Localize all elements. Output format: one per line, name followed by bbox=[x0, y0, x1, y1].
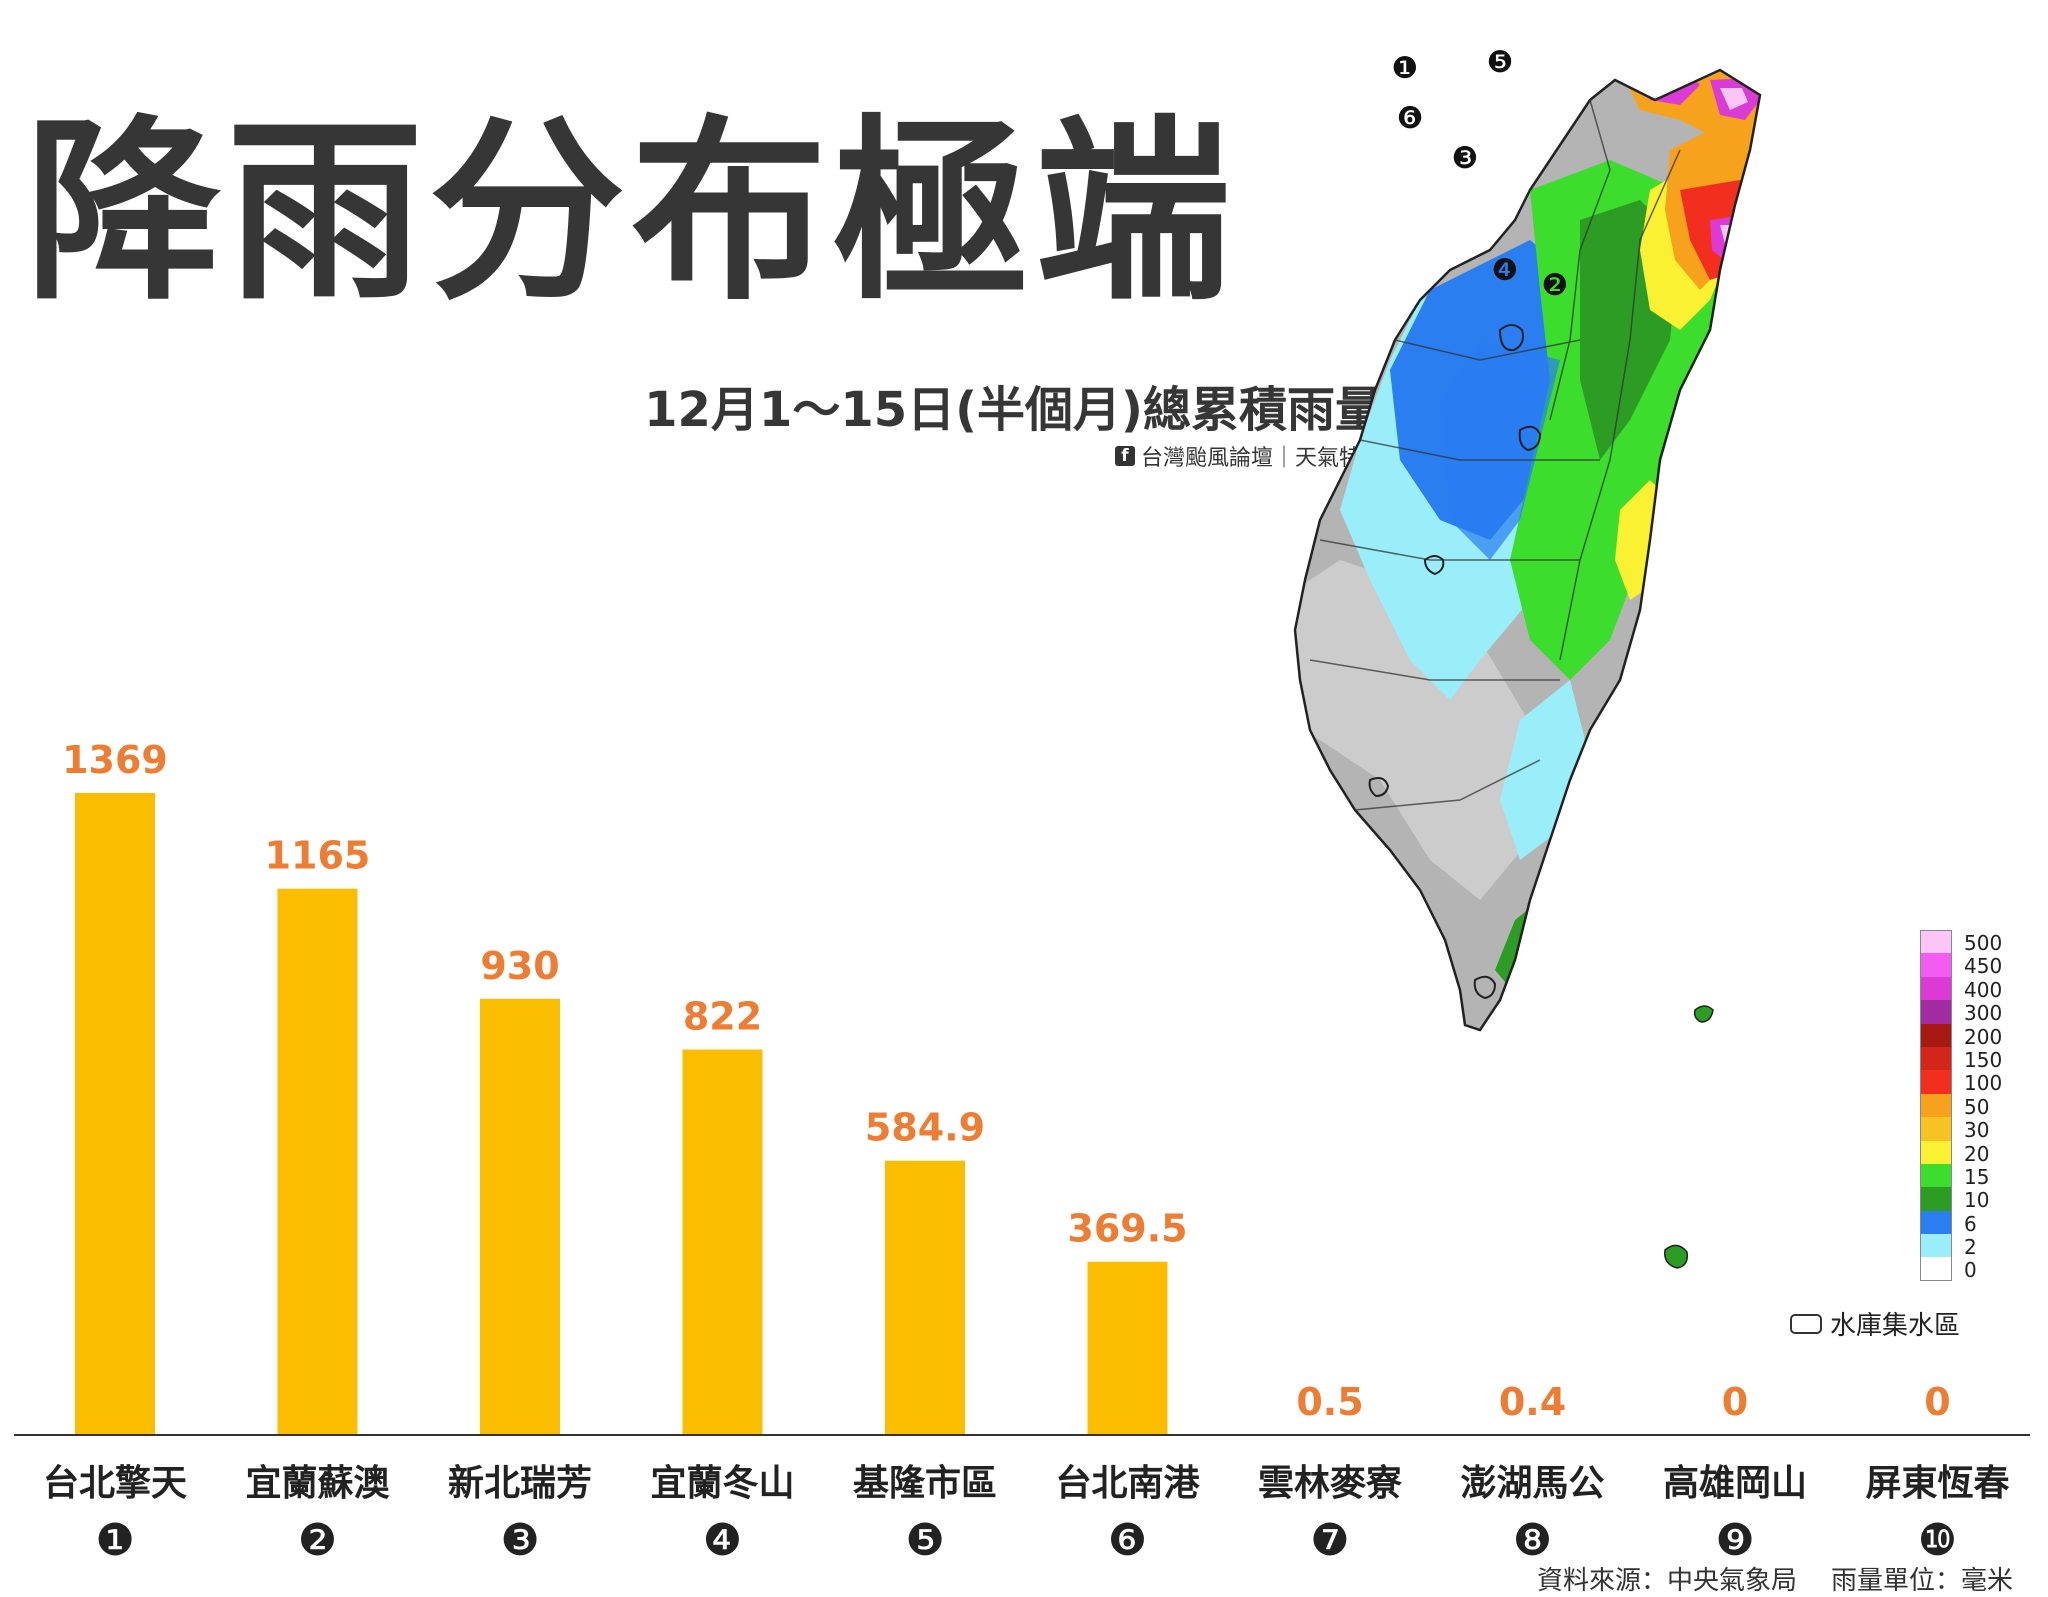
legend-swatch bbox=[1920, 1000, 1952, 1023]
station-marker-6: ❻ bbox=[1108, 1515, 1147, 1566]
reservoir-swatch-icon bbox=[1790, 1314, 1822, 1334]
legend-label: 20 bbox=[1964, 1144, 1989, 1164]
map-station-marker-4: ❹ bbox=[1492, 253, 1519, 288]
legend-label: 300 bbox=[1964, 1003, 2002, 1023]
legend-label: 450 bbox=[1964, 956, 2002, 976]
legend-label: 10 bbox=[1964, 1190, 1989, 1210]
category-label-7: 雲林麥寮 bbox=[1258, 1463, 1402, 1504]
source-note: 資料來源：中央氣象局 雨量單位：毫米 bbox=[1537, 1560, 2013, 1597]
station-marker-4: ❹ bbox=[703, 1515, 742, 1566]
bar-1 bbox=[75, 793, 155, 1435]
category-label-9: 高雄岡山 bbox=[1663, 1463, 1807, 1504]
bar-4 bbox=[683, 1050, 763, 1435]
legend-swatch bbox=[1920, 1094, 1952, 1117]
legend-swatch bbox=[1920, 1257, 1952, 1280]
taiwan-rainfall-map: ❶❷❸❹❺❻❼❽❾❿ bbox=[1280, 40, 1980, 1340]
legend-swatch bbox=[1920, 1141, 1952, 1164]
value-label-4: 822 bbox=[683, 995, 762, 1039]
legend-label: 2 bbox=[1964, 1237, 1977, 1257]
value-label-3: 930 bbox=[480, 944, 559, 988]
reservoir-legend: 水庫集水區 bbox=[1790, 1305, 1960, 1342]
category-label-8: 澎湖馬公 bbox=[1460, 1463, 1604, 1504]
category-label-1: 台北擎天 bbox=[43, 1463, 187, 1504]
category-label-2: 宜蘭蘇澳 bbox=[245, 1463, 390, 1504]
legend-label: 6 bbox=[1964, 1214, 1977, 1234]
bar-2 bbox=[278, 889, 358, 1435]
station-marker-2: ❷ bbox=[298, 1515, 337, 1566]
legend-label: 100 bbox=[1964, 1073, 2002, 1093]
value-label-6: 369.5 bbox=[1067, 1207, 1187, 1251]
value-label-8: 0.4 bbox=[1499, 1380, 1566, 1424]
category-label-6: 台北南港 bbox=[1055, 1463, 1200, 1504]
map-station-marker-6: ❻ bbox=[1397, 101, 1424, 136]
legend-swatch bbox=[1920, 953, 1952, 976]
legend-label: 200 bbox=[1964, 1027, 2002, 1047]
small-islands bbox=[1665, 1006, 1713, 1268]
map-station-marker-3: ❸ bbox=[1452, 141, 1479, 176]
legend-label: 150 bbox=[1964, 1050, 2002, 1070]
map-station-marker-5: ❺ bbox=[1487, 45, 1514, 80]
legend-swatch bbox=[1920, 1234, 1952, 1257]
category-label-3: 新北瑞芳 bbox=[448, 1463, 592, 1504]
legend-swatch bbox=[1920, 1024, 1952, 1047]
station-marker-1: ❶ bbox=[95, 1515, 134, 1566]
category-label-10: 屏東恆春 bbox=[1865, 1463, 2009, 1504]
legend-label: 50 bbox=[1964, 1097, 1989, 1117]
data-source: 資料來源：中央氣象局 bbox=[1537, 1566, 1797, 1596]
legend-label: 0 bbox=[1964, 1260, 1977, 1280]
bar-5 bbox=[885, 1161, 965, 1435]
legend-swatch bbox=[1920, 1047, 1952, 1070]
legend-swatch bbox=[1920, 1211, 1952, 1234]
station-marker-8: ❽ bbox=[1513, 1515, 1552, 1566]
legend-swatch bbox=[1920, 930, 1952, 953]
map-station-marker-1: ❶ bbox=[1392, 51, 1419, 86]
category-label-4: 宜蘭冬山 bbox=[650, 1463, 794, 1504]
category-label-5: 基隆市區 bbox=[853, 1463, 997, 1504]
legend-label: 30 bbox=[1964, 1120, 1989, 1140]
station-marker-7: ❼ bbox=[1310, 1515, 1349, 1566]
bar-3 bbox=[480, 999, 560, 1435]
legend-swatch bbox=[1920, 1164, 1952, 1187]
legend-label: 15 bbox=[1964, 1167, 1989, 1187]
station-marker-10: ❿ bbox=[1918, 1515, 1957, 1566]
unit-note: 雨量單位：毫米 bbox=[1831, 1566, 2013, 1596]
reservoir-label: 水庫集水區 bbox=[1830, 1305, 1960, 1342]
value-label-9: 0 bbox=[1722, 1380, 1748, 1424]
map-station-marker-2: ❷ bbox=[1542, 268, 1569, 303]
value-label-7: 0.5 bbox=[1296, 1380, 1363, 1424]
station-marker-3: ❸ bbox=[500, 1515, 539, 1566]
value-label-1: 1369 bbox=[62, 738, 168, 782]
legend-label: 500 bbox=[1964, 933, 2002, 953]
value-label-10: 0 bbox=[1924, 1380, 1950, 1424]
value-label-2: 1165 bbox=[265, 834, 371, 878]
station-marker-9: ❾ bbox=[1715, 1515, 1754, 1566]
rainfall-shading bbox=[1280, 40, 1980, 1340]
legend-swatch bbox=[1920, 1070, 1952, 1093]
legend-label: 400 bbox=[1964, 980, 2002, 1000]
bar-6 bbox=[1088, 1262, 1168, 1435]
station-marker-5: ❺ bbox=[905, 1515, 944, 1566]
legend-swatch bbox=[1920, 977, 1952, 1000]
value-label-5: 584.9 bbox=[865, 1106, 985, 1150]
legend-swatch bbox=[1920, 1117, 1952, 1140]
legend-swatch bbox=[1920, 1187, 1952, 1210]
